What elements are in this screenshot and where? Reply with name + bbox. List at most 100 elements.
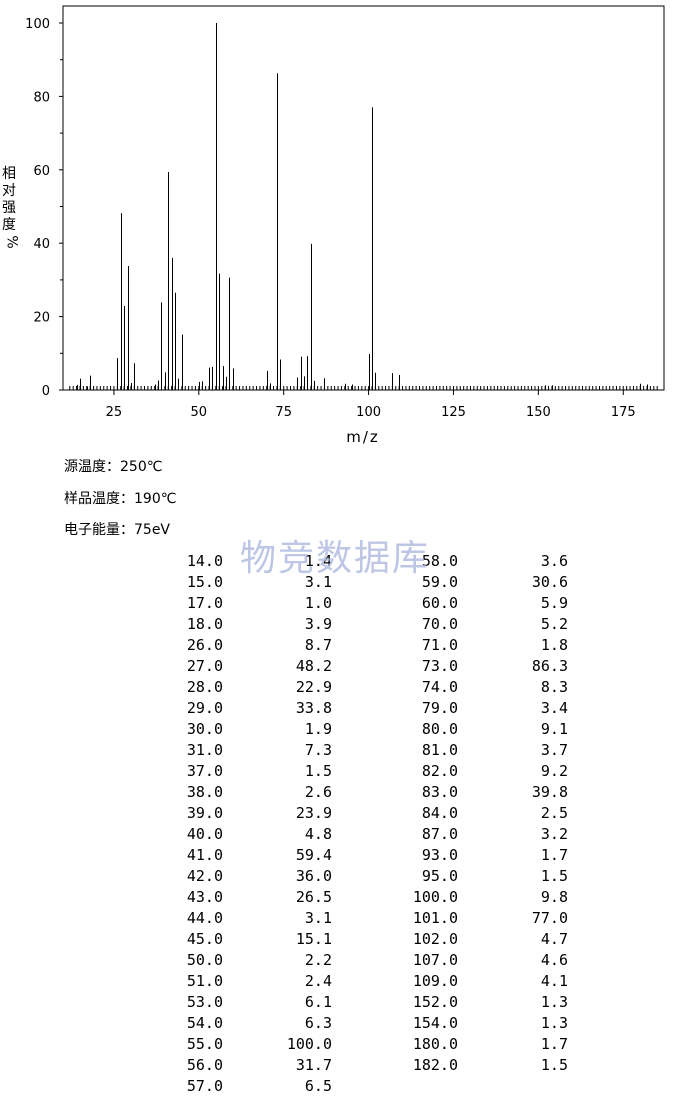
mz-value: 44.0 <box>186 909 223 927</box>
y-axis-label-char: 相 <box>2 166 16 182</box>
intensity-value: 39.8 <box>531 783 568 801</box>
y-tick-label: 20 <box>33 311 50 326</box>
mz-value: 83.0 <box>421 783 458 801</box>
mz-value: 84.0 <box>421 804 458 822</box>
intensity-value: 8.3 <box>540 678 568 696</box>
intensity-value: 3.1 <box>304 573 332 591</box>
sample-temperature: 样品温度：190℃ <box>64 491 177 507</box>
intensity-value: 31.7 <box>295 1056 332 1074</box>
mz-value: 38.0 <box>186 783 223 801</box>
mz-value: 30.0 <box>186 720 223 738</box>
intensity-value: 6.5 <box>304 1077 332 1095</box>
x-axis-label: m/z <box>346 428 380 446</box>
mz-value: 87.0 <box>421 825 458 843</box>
intensity-value: 9.1 <box>540 720 568 738</box>
intensity-value: 2.5 <box>540 804 568 822</box>
mz-value: 43.0 <box>186 888 223 906</box>
intensity-value: 3.4 <box>540 699 568 717</box>
intensity-value: 1.5 <box>304 762 332 780</box>
intensity-value: 2.6 <box>304 783 332 801</box>
intensity-value: 1.5 <box>540 867 568 885</box>
mz-value: 100.0 <box>412 888 458 906</box>
mz-value: 95.0 <box>421 867 458 885</box>
intensity-value: 100.0 <box>286 1035 332 1053</box>
y-axis-label-char: 强 <box>2 200 16 216</box>
intensity-value: 86.3 <box>531 657 568 675</box>
mz-value: 182.0 <box>412 1056 458 1074</box>
mz-value: 50.0 <box>186 951 223 969</box>
y-tick-label: 100 <box>25 17 50 32</box>
intensity-value: 9.8 <box>540 888 568 906</box>
mz-value: 37.0 <box>186 762 223 780</box>
intensity-value: 4.1 <box>540 972 568 990</box>
x-tick-label: 125 <box>441 405 466 420</box>
mz-value: 45.0 <box>186 930 223 948</box>
y-axis-label-char: 对 <box>2 183 16 199</box>
spectrum-bars <box>77 23 648 390</box>
intensity-value: 1.3 <box>540 1014 568 1032</box>
mz-value: 93.0 <box>421 846 458 864</box>
y-tick-label: 60 <box>33 164 50 179</box>
mz-value: 74.0 <box>421 678 458 696</box>
mz-value: 31.0 <box>186 741 223 759</box>
y-tick-label: 80 <box>33 90 50 105</box>
mz-value: 39.0 <box>186 804 223 822</box>
y-axis-label-char: 度 <box>2 217 16 233</box>
intensity-value: 5.9 <box>540 594 568 612</box>
mz-value: 57.0 <box>186 1077 223 1095</box>
mz-value: 60.0 <box>421 594 458 612</box>
intensity-value: 3.2 <box>540 825 568 843</box>
intensity-value: 23.9 <box>295 804 332 822</box>
intensity-value: 8.7 <box>304 636 332 654</box>
mz-value: 154.0 <box>412 1014 458 1032</box>
intensity-value: 59.4 <box>295 846 332 864</box>
y-tick-label: 40 <box>33 237 50 252</box>
intensity-value: 1.7 <box>540 1035 568 1053</box>
intensity-value: 6.3 <box>304 1014 332 1032</box>
x-tick-label: 75 <box>275 405 292 420</box>
mz-value: 59.0 <box>421 573 458 591</box>
intensity-value: 7.3 <box>304 741 332 759</box>
intensity-value: 1.7 <box>540 846 568 864</box>
plot-frame <box>62 5 665 391</box>
intensity-value: 48.2 <box>295 657 332 675</box>
mz-value: 109.0 <box>412 972 458 990</box>
mz-value: 18.0 <box>186 615 223 633</box>
intensity-value: 6.1 <box>304 993 332 1011</box>
intensity-value: 33.8 <box>295 699 332 717</box>
intensity-value: 3.9 <box>304 615 332 633</box>
mz-value: 107.0 <box>412 951 458 969</box>
intensity-value: 1.8 <box>540 636 568 654</box>
mz-value: 101.0 <box>412 909 458 927</box>
mass-spectrum-chart: 0 20 40 60 80 100 25 50 75 100 125 150 175 m/z <box>25 5 665 446</box>
intensity-value: 1.4 <box>304 552 332 570</box>
y-tick-label: 0 <box>42 384 50 399</box>
mz-value: 56.0 <box>186 1056 223 1074</box>
mz-value: 71.0 <box>421 636 458 654</box>
mz-value: 70.0 <box>421 615 458 633</box>
x-tick-label: 175 <box>611 405 636 420</box>
x-tick-label: 50 <box>191 405 208 420</box>
source-temperature: 源温度：250℃ <box>64 459 163 475</box>
mz-value: 26.0 <box>186 636 223 654</box>
intensity-value: 2.2 <box>304 951 332 969</box>
mz-value: 28.0 <box>186 678 223 696</box>
y-axis-ticks: 0 20 40 60 80 100 <box>25 17 63 399</box>
intensity-value: 1.0 <box>304 594 332 612</box>
intensity-value: 26.5 <box>295 888 332 906</box>
mz-value: 80.0 <box>421 720 458 738</box>
mz-value: 180.0 <box>412 1035 458 1053</box>
intensity-value: 2.4 <box>304 972 332 990</box>
intensity-value: 1.9 <box>304 720 332 738</box>
mz-value: 40.0 <box>186 825 223 843</box>
mz-value: 54.0 <box>186 1014 223 1032</box>
mz-value: 27.0 <box>186 657 223 675</box>
mz-value: 14.0 <box>186 552 223 570</box>
x-tick-label: 150 <box>526 405 551 420</box>
x-tick-label: 25 <box>106 405 123 420</box>
y-axis-label-char: % <box>3 235 20 249</box>
intensity-value: 3.7 <box>540 741 568 759</box>
intensity-value: 5.2 <box>540 615 568 633</box>
intensity-value: 3.6 <box>540 552 568 570</box>
watermark: 物竞数据库 <box>240 538 431 579</box>
